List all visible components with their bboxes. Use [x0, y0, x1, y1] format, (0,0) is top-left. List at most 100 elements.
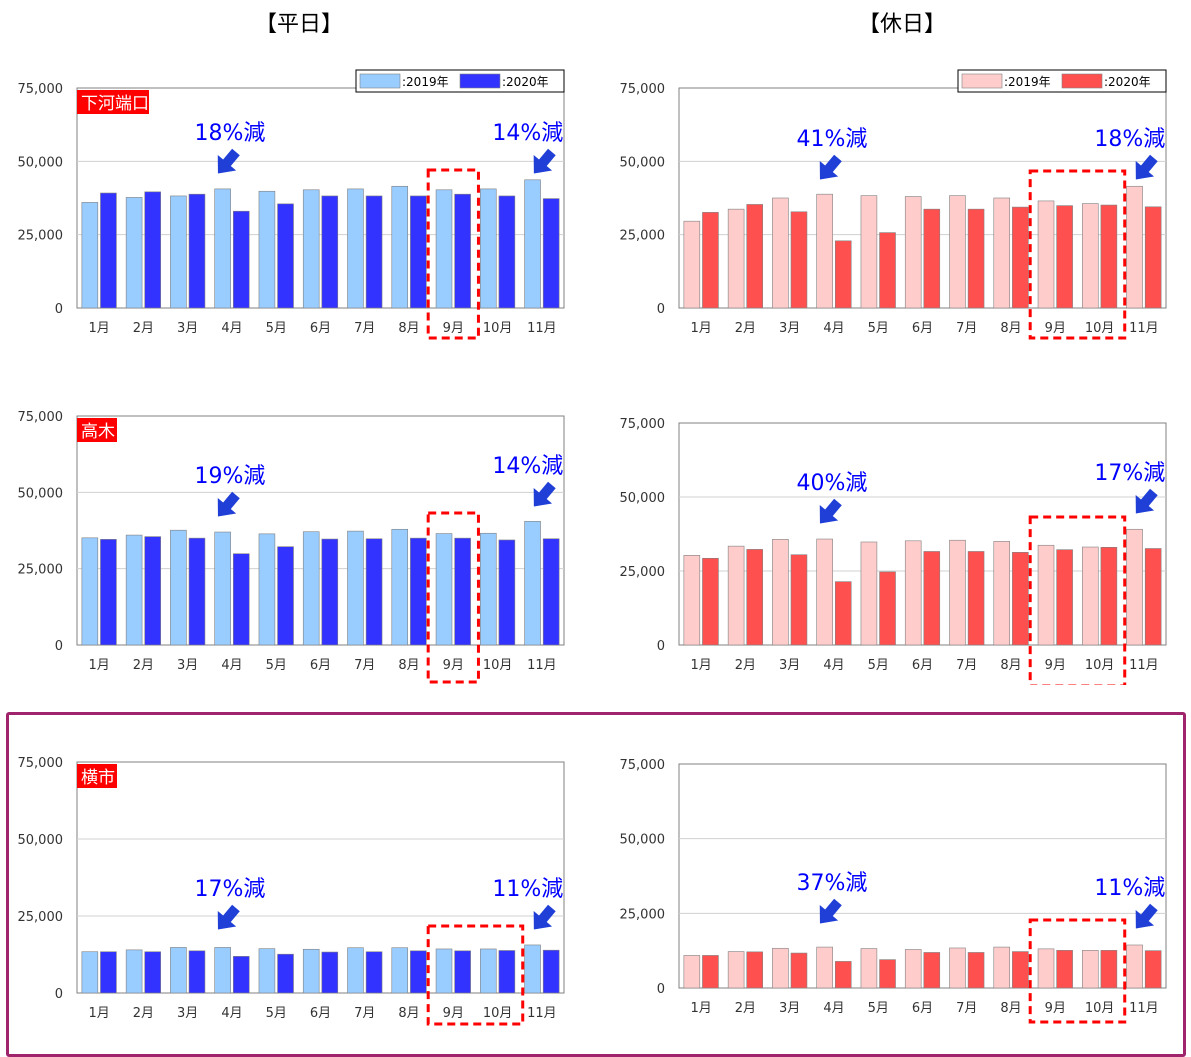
- arrow-shape: [819, 898, 842, 924]
- bar-2020: [834, 240, 852, 309]
- bar-2020: [454, 193, 471, 309]
- x-tick-label: 10月: [483, 658, 513, 673]
- bar-2019: [993, 946, 1011, 989]
- arrow-shape: [533, 148, 556, 174]
- bar-2020: [454, 950, 471, 994]
- x-tick-label: 8月: [398, 321, 419, 336]
- x-tick-label: 8月: [1000, 658, 1021, 673]
- bar-2019: [125, 197, 143, 309]
- bar-2019: [1037, 948, 1055, 989]
- x-tick-label: 3月: [177, 1006, 198, 1021]
- bar-2019: [302, 189, 320, 309]
- bar-2019: [727, 208, 745, 309]
- reduction-label: 40%減: [797, 471, 868, 496]
- bar-2020: [879, 232, 896, 309]
- bar-2019: [1126, 944, 1143, 989]
- bar-2020: [454, 537, 471, 646]
- x-tick-label: 9月: [1045, 658, 1066, 673]
- highlight-box: [1028, 515, 1127, 685]
- down-right-arrow-icon: [1135, 154, 1158, 180]
- bar-2020: [498, 950, 516, 994]
- bar-2020: [100, 192, 117, 309]
- x-tick-label: 11月: [527, 1006, 557, 1021]
- arrow-shape: [1135, 903, 1158, 929]
- bar-2019: [435, 189, 453, 309]
- bar-2020: [410, 950, 427, 994]
- bar-2020: [879, 959, 896, 989]
- bar-2020: [967, 208, 985, 309]
- bar-2020: [232, 553, 250, 646]
- y-tick-label: 75,000: [18, 410, 64, 425]
- reduction-label: 37%減: [797, 871, 868, 896]
- highlight-box: [426, 168, 480, 340]
- bar-2020: [232, 210, 250, 309]
- bar-2020: [1056, 549, 1073, 646]
- legend-swatch-2019: [961, 73, 1003, 89]
- bar-2019: [347, 188, 364, 309]
- y-tick-label: 25,000: [620, 229, 666, 244]
- bar-2019: [816, 193, 833, 309]
- location-label: 下河端口: [81, 94, 149, 114]
- bar-2020: [923, 952, 941, 989]
- x-tick-label: 2月: [133, 658, 154, 673]
- bar-2019: [993, 541, 1011, 646]
- x-tick-label: 10月: [1085, 658, 1115, 673]
- x-tick-label: 5月: [868, 658, 889, 673]
- bar-2020: [498, 195, 516, 309]
- bar-2019: [1037, 200, 1055, 309]
- y-tick-label: 0: [55, 987, 63, 1002]
- legend-label-2019: :2019年: [1004, 75, 1051, 89]
- bar-2020: [365, 195, 383, 309]
- x-tick-label: 9月: [443, 658, 464, 673]
- bar-2020: [834, 961, 852, 989]
- x-tick-label: 7月: [956, 1001, 977, 1016]
- bar-2020: [702, 557, 719, 646]
- down-right-arrow-icon: [819, 898, 842, 924]
- x-tick-label: 6月: [912, 1001, 933, 1016]
- x-tick-label: 2月: [735, 1001, 756, 1016]
- x-tick-label: 3月: [779, 658, 800, 673]
- bar-2019: [860, 541, 878, 646]
- x-tick-label: 6月: [912, 321, 933, 336]
- bar-2020: [702, 955, 719, 989]
- bar-2019: [81, 537, 99, 646]
- bar-2019: [214, 531, 231, 646]
- x-tick-label: 7月: [354, 321, 375, 336]
- bar-2020: [790, 211, 808, 309]
- bar-2020: [365, 951, 383, 994]
- bar-2019: [1082, 546, 1099, 646]
- y-tick-label: 75,000: [18, 756, 64, 771]
- bar-2019: [1126, 528, 1143, 646]
- arrow-shape: [217, 148, 240, 174]
- arrow-shape: [533, 481, 556, 507]
- y-tick-label: 75,000: [620, 758, 666, 773]
- y-tick-label: 0: [657, 302, 665, 317]
- x-tick-label: 1月: [690, 658, 711, 673]
- x-tick-label: 3月: [779, 1001, 800, 1016]
- x-tick-label: 4月: [823, 658, 844, 673]
- legend-swatch-2019: [359, 73, 401, 89]
- x-tick-label: 10月: [483, 1006, 513, 1021]
- chart-holiday-shimokawabataguchi: 0 25,000 50,000 75,000 1月 2月 3月 4月 5月 6月 7月 8月 9月 10月…: [620, 69, 1167, 340]
- bar-2019: [727, 951, 745, 989]
- bar-2019: [904, 196, 922, 309]
- x-tick-label: 2月: [735, 321, 756, 336]
- y-tick-label: 50,000: [620, 833, 666, 848]
- y-tick-label: 50,000: [18, 155, 64, 170]
- x-tick-label: 8月: [398, 658, 419, 673]
- bar-2019: [391, 947, 409, 994]
- y-tick-label: 25,000: [620, 907, 666, 922]
- bar-2020: [410, 195, 427, 309]
- x-tick-label: 3月: [177, 321, 198, 336]
- x-tick-label: 2月: [133, 321, 154, 336]
- down-right-arrow-icon: [1135, 488, 1158, 514]
- x-tick-label: 10月: [1085, 321, 1115, 336]
- y-tick-label: 75,000: [620, 82, 666, 97]
- chart-holiday-takagi: 0 25,000 50,000 75,000 1月 2月 3月 4月 5月 6月 7月 8月 9月 10月…: [620, 417, 1167, 685]
- x-tick-label: 10月: [483, 321, 513, 336]
- down-right-arrow-icon: [217, 904, 240, 930]
- bar-2020: [1012, 552, 1029, 646]
- bar-2020: [144, 951, 161, 994]
- bar-2019: [993, 197, 1011, 309]
- x-tick-label: 11月: [1129, 658, 1159, 673]
